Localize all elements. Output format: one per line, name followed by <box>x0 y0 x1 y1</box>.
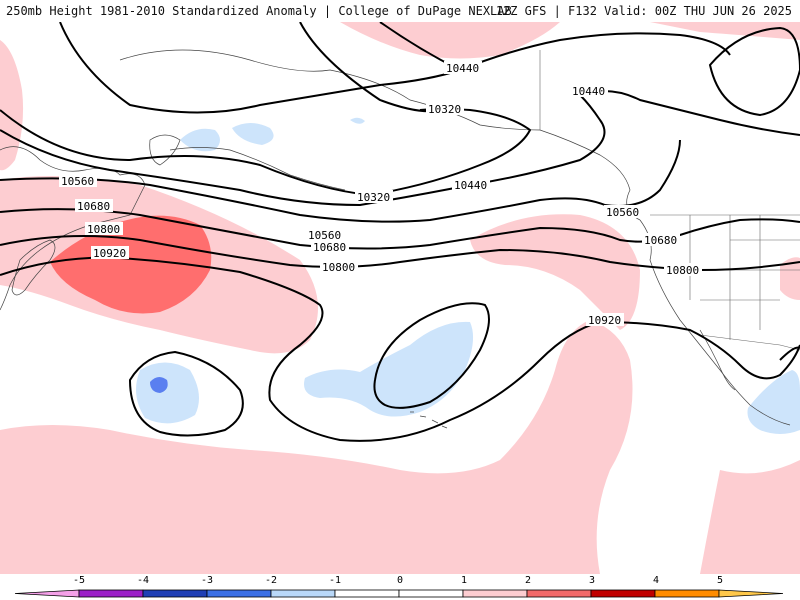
contour-10920-inner-loop <box>373 302 490 409</box>
colorbar-swatch <box>270 589 336 598</box>
contour-10320-upper <box>299 21 441 113</box>
negative-anomaly-low-west <box>136 362 199 424</box>
positive-anomaly-region-northwest <box>0 40 24 171</box>
positive-anomaly-region-east <box>780 257 800 300</box>
colorbar-label: 4 <box>652 575 660 586</box>
contour-label: 10560 <box>308 229 341 242</box>
anomaly-colorbar: -5 -4 -3 -2 -1 0 1 2 3 4 5 <box>0 574 800 600</box>
contour-label: 10800 <box>666 264 699 277</box>
hawaii-islands <box>410 411 448 429</box>
colorbar-swatch <box>654 589 720 598</box>
map-title: 250mb Height 1981-2010 Standardized Anom… <box>6 4 512 18</box>
colorbar-swatches <box>14 589 784 598</box>
colorbar-swatch <box>590 589 656 598</box>
colorbar-label: 1 <box>460 575 468 586</box>
negative-anomaly-small <box>350 117 365 124</box>
colorbar-label: -4 <box>136 575 150 586</box>
north-america-west-coast <box>639 219 791 426</box>
colorbar-label: -2 <box>264 575 278 586</box>
contour-label: 10800 <box>87 223 120 236</box>
contour-label: 10680 <box>313 241 346 254</box>
contour-10560 <box>0 139 681 223</box>
asia-coastline <box>0 146 146 311</box>
contour-low-northeast <box>708 26 800 117</box>
positive-anomaly-region-northeast <box>650 22 800 40</box>
colorbar-swatch <box>526 589 592 598</box>
negative-anomaly-mexico <box>747 370 800 434</box>
colorbar-swatch <box>718 589 784 598</box>
strong-positive-anomaly <box>50 215 212 314</box>
colorbar-label: -3 <box>200 575 214 586</box>
contour-label: 10800 <box>322 261 355 274</box>
anomaly-shading <box>0 22 800 574</box>
negative-anomaly-trough <box>304 321 474 417</box>
colorbar-swatch <box>398 589 464 598</box>
contour-label: 10920 <box>588 314 621 327</box>
alaska-coastline <box>119 49 641 221</box>
us-state-borders <box>689 215 800 340</box>
contour-10440-north <box>379 21 731 72</box>
contour-label: 10680 <box>644 234 677 247</box>
colorbar-labels: -5 -4 -3 -2 -1 0 1 2 3 4 5 <box>0 574 800 588</box>
negative-anomaly-aleutian-2 <box>232 123 274 145</box>
us-mexico-border <box>699 334 800 351</box>
colorbar-label: 0 <box>396 575 404 586</box>
map-header: 250mb Height 1981-2010 Standardized Anom… <box>0 0 800 22</box>
negative-anomaly-aleutian <box>180 128 220 152</box>
contour-label: 10560 <box>606 206 639 219</box>
positive-anomaly-region-north <box>340 22 560 59</box>
coastlines <box>0 49 791 429</box>
contour-label: 10440 <box>454 179 487 192</box>
positive-anomaly-region-southeast <box>700 460 800 574</box>
colorbar-label: -5 <box>72 575 86 586</box>
contour-10920-west <box>0 256 800 442</box>
colorbar-label: 5 <box>716 575 724 586</box>
colorbar-swatch <box>206 589 272 598</box>
colorbar-swatch <box>14 589 80 598</box>
colorbar-label: 2 <box>524 575 532 586</box>
japan-islands <box>11 239 56 296</box>
political-borders <box>539 50 800 351</box>
colorbar-swatch <box>462 589 528 598</box>
contour-10680 <box>0 208 800 250</box>
contour-label: 10440 <box>572 85 605 98</box>
colorbar-label: 3 <box>588 575 596 586</box>
strong-negative-anomaly-core <box>150 376 168 393</box>
colorbar-label: -1 <box>328 575 342 586</box>
model-run-info: 12Z GFS | F132 Valid: 00Z THU JUN 26 202… <box>495 4 792 18</box>
colorbar-swatch <box>78 589 144 598</box>
positive-anomaly-region-south <box>0 320 633 574</box>
contour-label: 10440 <box>446 62 479 75</box>
aleutian-chain <box>169 147 346 191</box>
contour-10920-low <box>128 350 244 437</box>
contour-label: 10320 <box>428 103 461 116</box>
contour-10440-west <box>59 21 461 114</box>
positive-anomaly-ridge <box>470 214 640 330</box>
contour-10440-east <box>579 90 800 136</box>
kamchatka-coastline <box>149 134 181 166</box>
colorbar-swatch <box>334 589 400 598</box>
contour-10920-east <box>779 346 800 361</box>
contour-label: 10320 <box>357 191 390 204</box>
baja-california <box>699 329 736 391</box>
contour-label: 10680 <box>77 200 110 213</box>
contour-label: 10920 <box>93 247 126 260</box>
contour-label: 10560 <box>61 175 94 188</box>
contour-labels: 10440 10440 10320 10320 10440 10560 1056… <box>59 61 702 327</box>
colorbar-swatch <box>142 589 208 598</box>
